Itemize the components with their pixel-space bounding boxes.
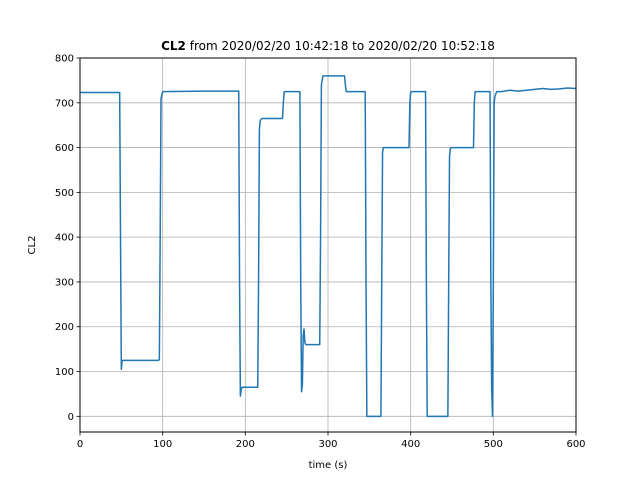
chart-title: CL2 from 2020/02/20 10:42:18 to 2020/02/…: [161, 39, 495, 53]
series-layer: [80, 75, 577, 418]
y-tick-label: 700: [55, 98, 74, 109]
x-tick-label: 200: [236, 439, 255, 450]
y-tick-label: 0: [68, 412, 74, 423]
x-axis-label: time (s): [309, 460, 348, 471]
y-axis-label: CL2: [27, 236, 38, 255]
x-tick-label: 400: [401, 439, 420, 450]
series-line: [80, 75, 577, 418]
x-tick-label: 600: [566, 439, 585, 450]
x-tick-label: 300: [318, 439, 337, 450]
tick-layer: 0 100 200 300 400 500 600 0 100 200 300 400 500 600 70…: [55, 54, 586, 451]
x-tick-label: 100: [153, 439, 172, 450]
chart-title-bold: CL2: [161, 39, 186, 53]
x-tick-label: 0: [77, 439, 83, 450]
x-tick-label: 500: [484, 439, 503, 450]
y-tick-label: 100: [55, 367, 74, 378]
chart-title-rest: from 2020/02/20 10:42:18 to 2020/02/20 1…: [186, 39, 495, 53]
y-tick-label: 600: [55, 143, 74, 154]
y-tick-label: 200: [55, 322, 74, 333]
y-tick-label: 400: [55, 233, 74, 244]
y-tick-label: 800: [55, 54, 74, 65]
y-tick-label: 500: [55, 188, 74, 199]
grid-layer: [79, 57, 577, 432]
y-tick-label: 300: [55, 277, 74, 288]
